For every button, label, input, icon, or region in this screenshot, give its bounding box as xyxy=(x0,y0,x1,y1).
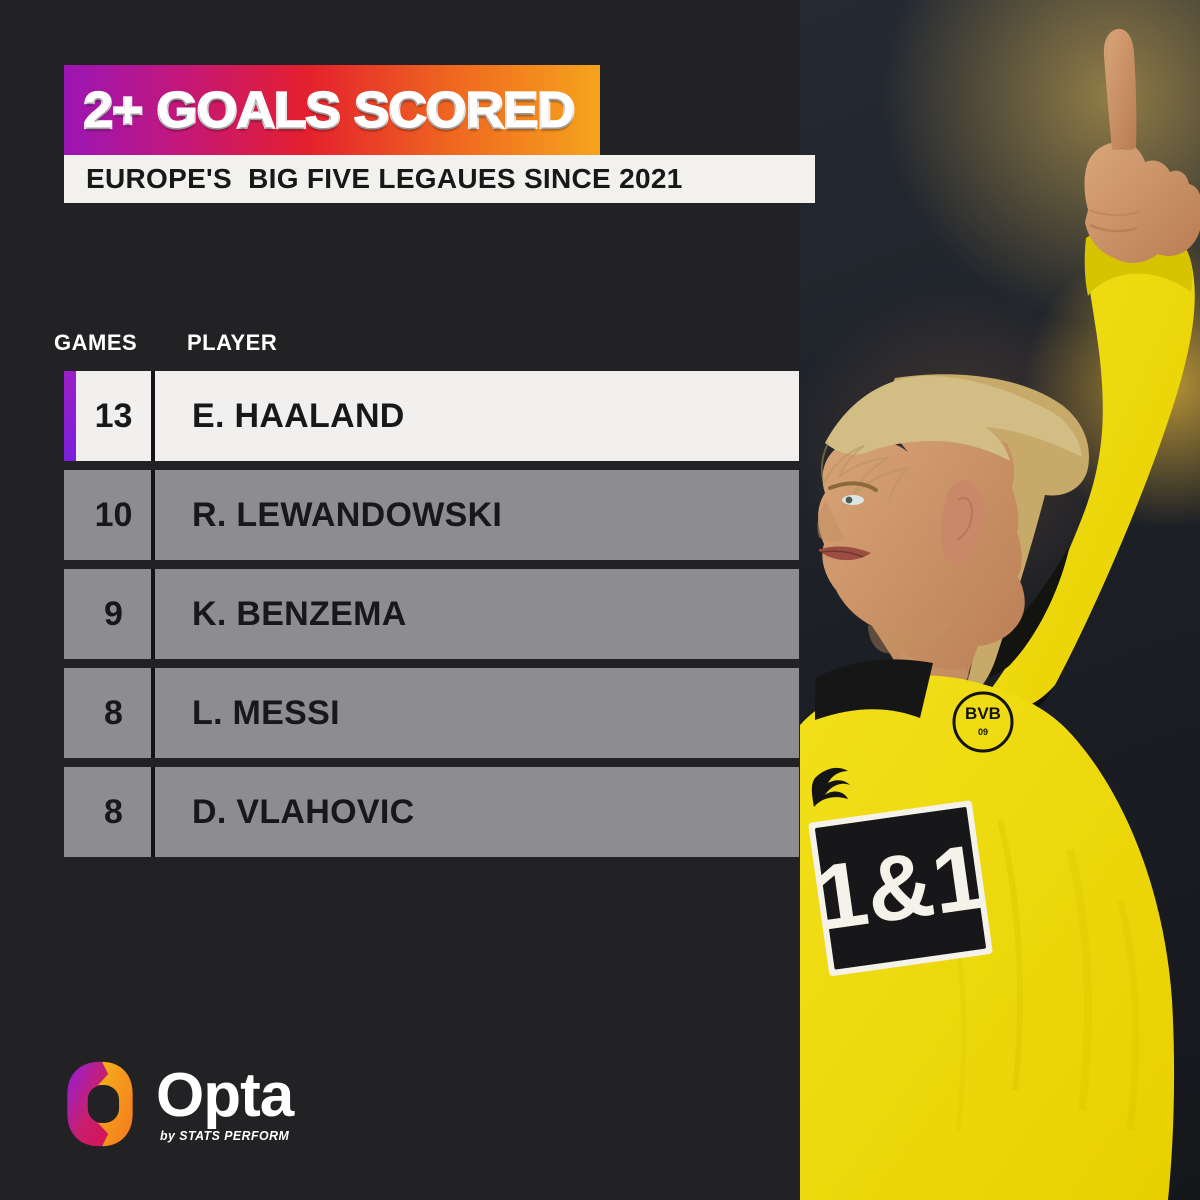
svg-text:BVB: BVB xyxy=(965,704,1001,723)
svg-text:09: 09 xyxy=(978,727,988,737)
